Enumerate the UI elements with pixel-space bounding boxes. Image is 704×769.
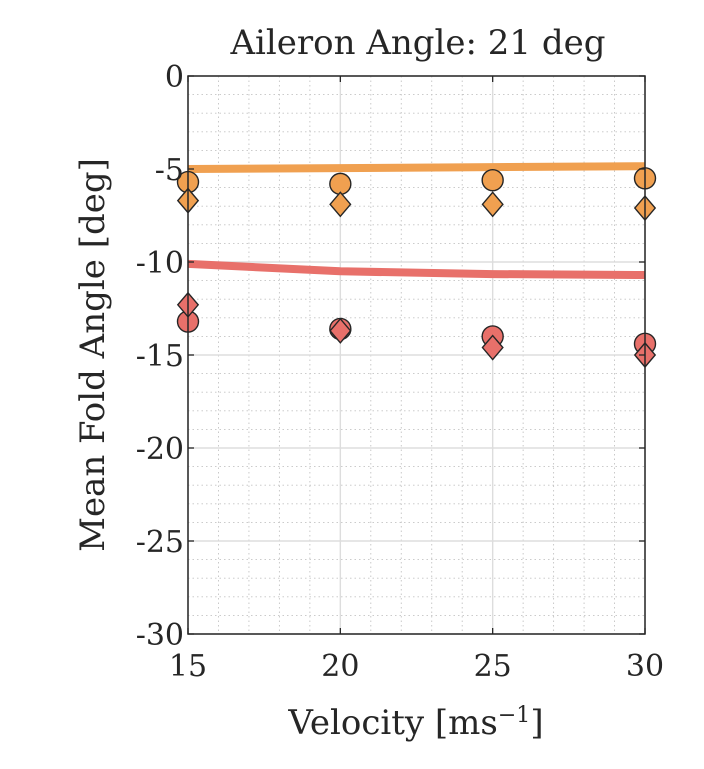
y-tick-label: 0 xyxy=(165,60,184,95)
y-tick-label: -20 xyxy=(136,432,184,467)
y-tick-label: -15 xyxy=(136,339,184,374)
x-axis-label: Velocity [ms−1] xyxy=(287,703,543,744)
x-tick-label: 30 xyxy=(626,649,664,684)
x-tick-label: 25 xyxy=(474,649,512,684)
x-axis-label-suffix: ] xyxy=(530,703,543,743)
chart-title: Aileron Angle: 21 deg xyxy=(229,23,605,63)
diamond-point xyxy=(481,191,504,218)
y-tick-label: -25 xyxy=(136,525,184,560)
y-axis-label: Mean Fold Angle [deg] xyxy=(73,158,113,552)
y-tick-label: -30 xyxy=(136,618,184,653)
circle-point xyxy=(481,168,504,192)
x-tick-label: 15 xyxy=(169,649,207,684)
diamond-point xyxy=(329,191,352,218)
x-tick-label: 20 xyxy=(321,649,359,684)
tick-labels: 15 20 25 30 0 -5 -10 -15 -20 -25 -30 xyxy=(136,60,664,684)
diamond-point xyxy=(329,317,352,344)
x-axis-label-exponent: −1 xyxy=(498,703,530,728)
tick-marks xyxy=(187,75,646,635)
y-tick-label: -10 xyxy=(136,246,184,281)
series-line-0 xyxy=(187,162,646,173)
diamond-point xyxy=(481,334,504,361)
circle-point xyxy=(329,172,352,196)
x-axis-label-text: Velocity [ms xyxy=(287,703,497,743)
series-layer xyxy=(176,162,657,369)
series-line-1 xyxy=(187,259,646,280)
y-tick-label: -5 xyxy=(155,153,184,188)
